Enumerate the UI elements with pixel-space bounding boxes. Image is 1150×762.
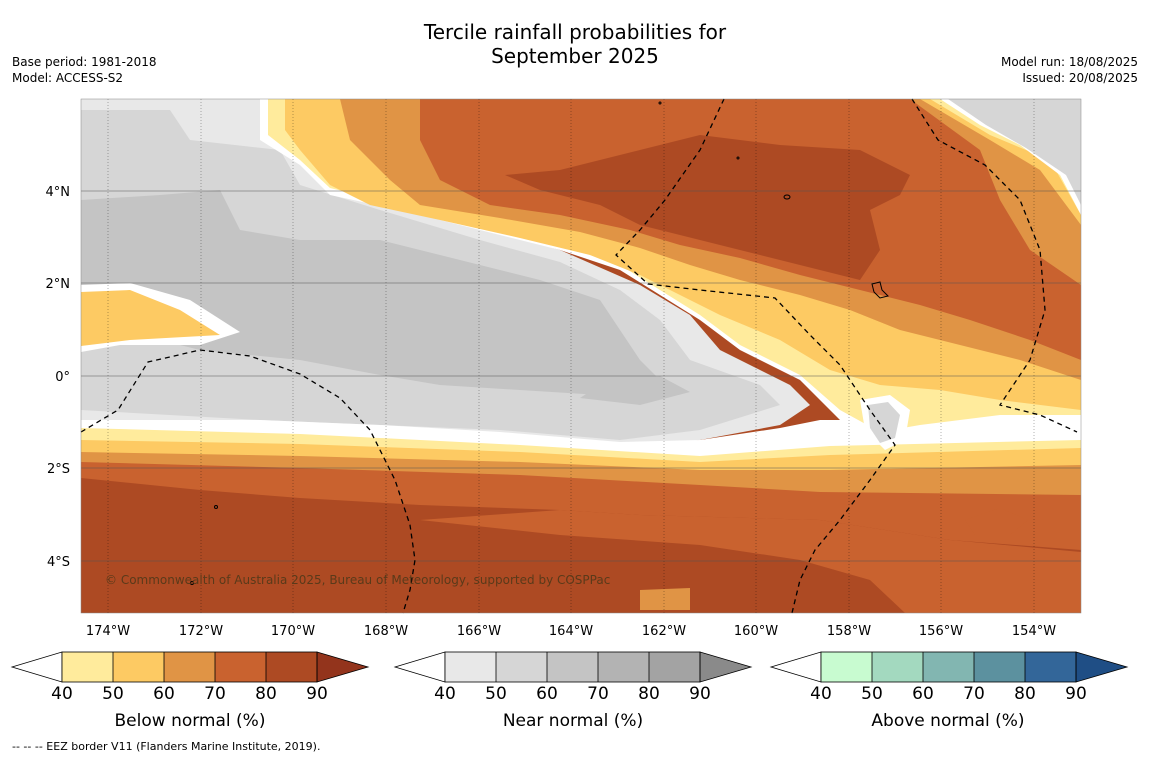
colorbar-near: 40 50 60 70 80 90 Near normal (%): [393, 651, 753, 731]
model-run: Model run: 18/08/2025: [1000, 55, 1138, 69]
colorbar-above-tick-60: 60: [912, 684, 934, 704]
lat-label-2s: 2°S: [47, 462, 70, 477]
lon-label-166w: 166°W: [457, 624, 501, 639]
latitude-labels: 4°N 2°N 0° 2°S 4°S: [46, 185, 71, 570]
colorbar-near-title: Near normal (%): [503, 711, 643, 731]
islands: [190, 101, 889, 585]
region-near-60-east: [580, 376, 690, 405]
colorbar-above-swatch-60: [923, 652, 974, 682]
region-below-50-south: [81, 440, 1081, 478]
colorbar-above-tick-70: 70: [963, 684, 985, 704]
region-below-50-west: [81, 290, 220, 346]
colorbar-below-title: Below normal (%): [115, 711, 266, 731]
meta-left: Base period: 1981-2018 Model: ACCESS-S2: [12, 54, 157, 86]
lon-label-164w: 164°W: [549, 624, 593, 639]
colorbar-near-tick-40: 40: [434, 684, 456, 704]
colorbar-near-tick-80: 80: [638, 684, 660, 704]
region-below-70-pocket: [965, 508, 1028, 535]
colorbar-near-min-arrow: [393, 651, 446, 683]
colorbar-above: 40 50 60 70 80 90 Above normal (%): [769, 651, 1129, 731]
map-frame: [80, 98, 1082, 614]
lat-label-4n: 4°N: [46, 185, 71, 200]
region-below-60-south: [81, 452, 1081, 495]
colorbar-below-swatch-60: [164, 652, 215, 682]
region-below-60-pocket: [640, 588, 690, 610]
colorbar-above-min-arrow: [769, 651, 822, 683]
model-name: Model: ACCESS-S2: [12, 71, 124, 85]
colorbar-below-tick-40: 40: [51, 684, 73, 704]
region-near-ne: [948, 99, 1081, 205]
colorbar-above-tick-50: 50: [861, 684, 883, 704]
colorbar-below-tick-70: 70: [204, 684, 226, 704]
colorbar-above-swatch-50: [872, 652, 923, 682]
lon-label-158w: 158°W: [827, 624, 871, 639]
meta-right: Model run: 18/08/2025 Issued: 20/08/2025: [1001, 54, 1138, 86]
colorbar-near-tick-60: 60: [536, 684, 558, 704]
colorbar-below-swatch-40: [62, 652, 113, 682]
colorbar-near-tick-50: 50: [485, 684, 507, 704]
region-below-80-north: [505, 135, 910, 280]
lat-label-2n: 2°N: [46, 277, 71, 292]
colorbar-below-tick-50: 50: [102, 684, 124, 704]
colorbar-near-swatch-50: [496, 652, 547, 682]
colorbar-below: 40 50 60 70 80 90 Below normal (%): [10, 651, 370, 731]
colorbar-above-tick-90: 90: [1065, 684, 1087, 704]
lon-label-160w: 160°W: [734, 624, 778, 639]
longitude-labels: 174°W 172°W 170°W 168°W 166°W 164°W 162°…: [86, 624, 1056, 639]
lon-label-170w: 170°W: [271, 624, 315, 639]
colorbar-above-tick-80: 80: [1014, 684, 1036, 704]
lon-label-168w: 168°W: [364, 624, 408, 639]
lon-label-172w: 172°W: [179, 624, 223, 639]
colorbar-above-swatch-70: [974, 652, 1025, 682]
issued-date: Issued: 20/08/2025: [1022, 71, 1138, 85]
colorbar-near-tick-90: 90: [689, 684, 711, 704]
eez-borders: [80, 98, 1078, 614]
region-near-60: [81, 190, 660, 395]
colorbar-below-tick-60: 60: [153, 684, 175, 704]
lat-label-4s: 4°S: [47, 555, 70, 570]
colorbar-below-tick-80: 80: [255, 684, 277, 704]
base-period: Base period: 1981-2018: [12, 55, 157, 69]
colorbar-near-swatch-70: [598, 652, 649, 682]
title-line-2: September 2025: [491, 44, 659, 68]
map-title: Tercile rainfall probabilities for Septe…: [0, 20, 1150, 68]
region-below-70-south: [81, 455, 1081, 550]
lon-label-156w: 156°W: [919, 624, 963, 639]
colorbar-above-tick-40: 40: [810, 684, 832, 704]
colorbar-below-tick-90: 90: [306, 684, 328, 704]
lat-label-0: 0°: [55, 370, 70, 385]
colorbar-below-swatch-70: [215, 652, 266, 682]
colorbar-below-max-arrow: [316, 651, 370, 683]
probability-field: [81, 99, 1081, 613]
latitude-lines: [81, 190, 1081, 562]
title-line-1: Tercile rainfall probabilities for: [423, 20, 727, 44]
colorbar-above-max-arrow: [1075, 651, 1129, 683]
colorbar-below-swatch-80: [266, 652, 317, 682]
colorbar-near-swatch-60: [547, 652, 598, 682]
colorbar-above-title: Above normal (%): [871, 711, 1024, 731]
colorbar-above-swatch-40: [821, 652, 872, 682]
colorbar-near-max-arrow: [699, 651, 753, 683]
colorbar-near-tick-70: 70: [587, 684, 609, 704]
colorbar-near-swatch-40: [445, 652, 496, 682]
colorbar-near-swatch-80: [649, 652, 700, 682]
lon-label-162w: 162°W: [642, 624, 686, 639]
lon-label-174w: 174°W: [86, 624, 130, 639]
colorbar-below-min-arrow: [10, 651, 63, 683]
copyright-notice: © Commonwealth of Australia 2025, Bureau…: [105, 573, 610, 587]
region-near-pocket: [868, 402, 900, 443]
eez-footnote: -- -- -- EEZ border V11 (Flanders Marine…: [12, 740, 321, 753]
region-below-70-southeast: [420, 510, 1081, 613]
lon-label-154w: 154°W: [1012, 624, 1056, 639]
colorbar-above-swatch-80: [1025, 652, 1076, 682]
colorbar-below-swatch-50: [113, 652, 164, 682]
